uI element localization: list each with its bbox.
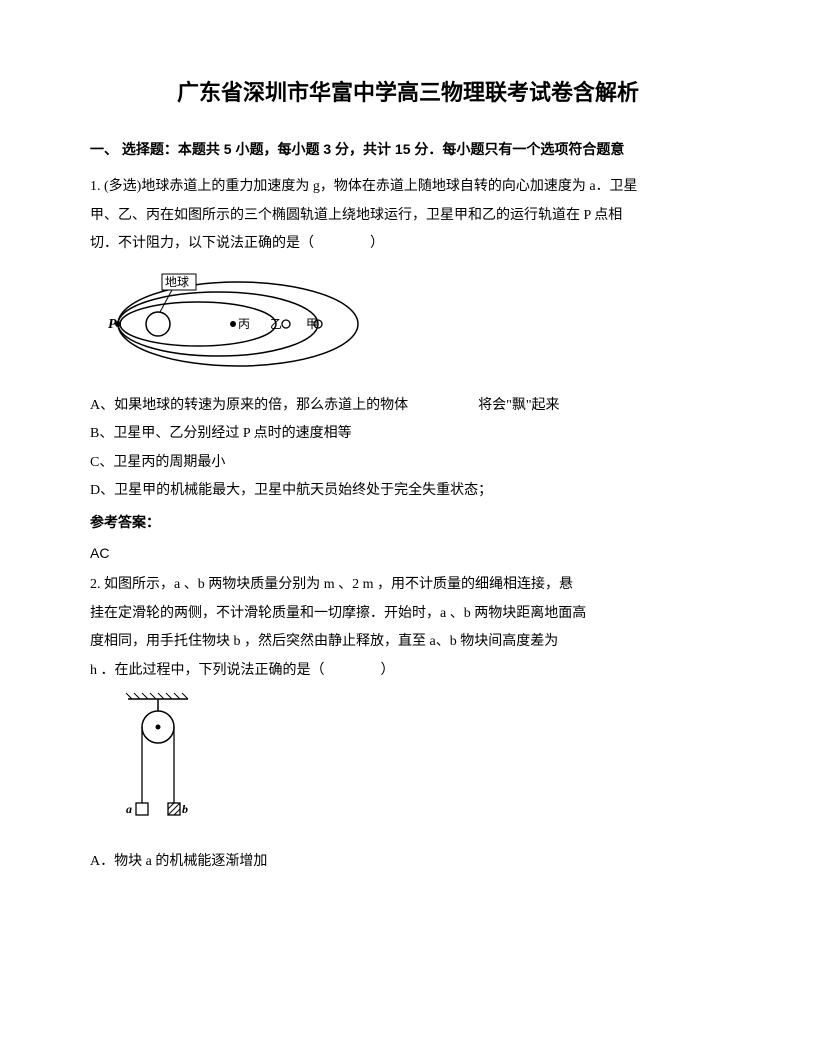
p-label: P: [108, 317, 117, 332]
q2-stem-line4: h ．在此过程中，下列说法正确的是（ ）: [90, 658, 726, 685]
q2-stem-line3: 度相同，用手托住物块 b ，然后突然由静止释放，直至 a、b 物块间高度差为: [90, 629, 726, 656]
block-b-label: b: [182, 802, 188, 816]
q1-stem-line1: 1. (多选)地球赤道上的重力加速度为 g，物体在赤道上随地球自转的向心加速度为…: [90, 174, 726, 201]
bing-label: 丙: [238, 317, 250, 331]
q1-stem-line3: 切．不计阻力，以下说法正确的是（ ）: [90, 231, 726, 258]
earth-label: 地球: [165, 275, 189, 289]
q1-option-c: C、卫星丙的周期最小: [90, 450, 726, 477]
q1-figure: 地球 P 丙 乙 甲: [108, 264, 726, 385]
q1-answer-label: 参考答案：: [90, 509, 726, 536]
jia-label: 甲: [306, 317, 318, 331]
question-1: 1. (多选)地球赤道上的重力加速度为 g，物体在赤道上随地球自转的向心加速度为…: [90, 174, 726, 566]
q1-option-b: B、卫星甲、乙分别经过 P 点时的速度相等: [90, 421, 726, 448]
section-header: 一、 选择题：本题共 5 小题，每小题 3 分，共计 15 分．每小题只有一个选…: [90, 138, 726, 160]
q1-option-d: D、卫星甲的机械能最大，卫星中航天员始终处于完全失重状态；: [90, 478, 726, 505]
q2-stem-line2: 挂在定滑轮的两侧，不计滑轮质量和一切摩擦．开始时，a 、b 两物块距离地面高: [90, 601, 726, 628]
block-a-label: a: [126, 802, 132, 816]
page-title: 广东省深圳市华富中学高三物理联考试卷含解析: [90, 72, 726, 114]
q2-option-a: A．物块 a 的机械能逐渐增加: [90, 849, 726, 876]
question-2: 2. 如图所示，a 、b 两物块质量分别为 m 、2 m ，用不计质量的细绳相连…: [90, 572, 726, 876]
yi-label: 乙: [270, 317, 282, 331]
q1-stem-line2: 甲、乙、丙在如图所示的三个椭圆轨道上绕地球运行，卫星甲和乙的运行轨道在 P 点相: [90, 203, 726, 230]
q1-option-a: A、如果地球的转速为原来的倍，那么赤道上的物体 将会"飘"起来: [90, 393, 726, 420]
q2-stem-line1: 2. 如图所示，a 、b 两物块质量分别为 m 、2 m ，用不计质量的细绳相连…: [90, 572, 726, 599]
q1-answer-value: AC: [90, 540, 726, 567]
orbit-diagram-svg: 地球 P 丙 乙 甲: [108, 264, 368, 374]
pulley-diagram-svg: a b: [108, 691, 218, 831]
q2-figure: a b: [108, 691, 726, 842]
